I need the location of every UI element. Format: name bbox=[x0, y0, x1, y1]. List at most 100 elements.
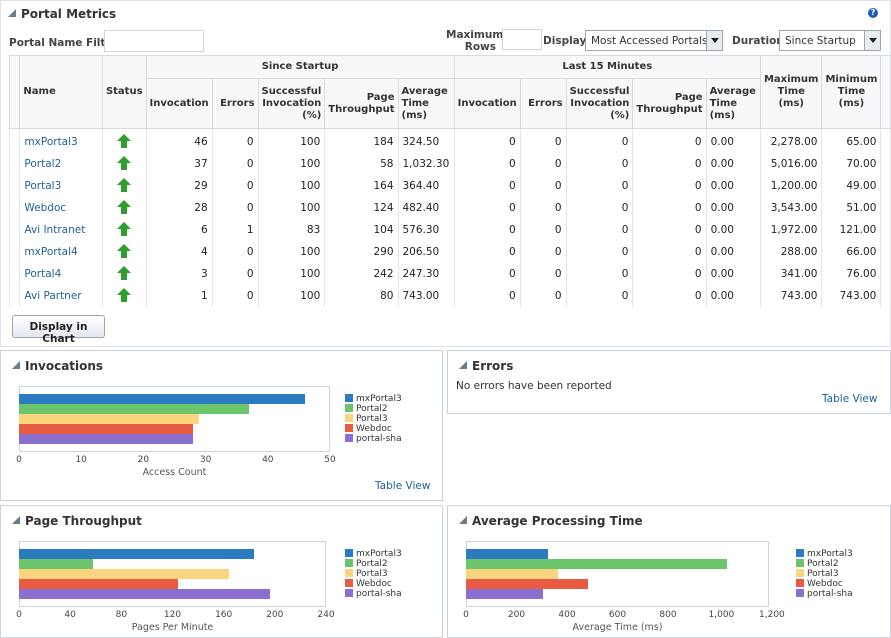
col-header-max-time[interactable]: Maximum Time (ms) bbox=[759, 55, 823, 129]
bar-Portal3[interactable] bbox=[466, 569, 558, 579]
portal-name-link[interactable]: Avi Partner bbox=[19, 285, 103, 307]
row-selector[interactable] bbox=[8, 263, 21, 285]
bar-mxPortal3[interactable] bbox=[19, 549, 254, 559]
bar-mxPortal3[interactable] bbox=[19, 394, 305, 404]
bar-mxPortal3[interactable] bbox=[466, 549, 548, 559]
col-header-page-throughput-15[interactable]: Page Throughput bbox=[632, 78, 707, 129]
portal-name-link[interactable]: Webdoc bbox=[19, 197, 103, 219]
table-row[interactable]: mxPortal4 4 0 100 290 206.50 0 0 0 0 0.00 288.00 66.… bbox=[8, 241, 891, 263]
bar-Portal3[interactable] bbox=[19, 414, 199, 424]
legend-item: portal-sha bbox=[345, 589, 402, 599]
collapse-icon[interactable] bbox=[459, 361, 467, 369]
legend-item: Webdoc bbox=[345, 579, 392, 589]
duration-label: Duration bbox=[732, 35, 784, 47]
table-row[interactable]: Portal3 29 0 100 164 364.40 0 0 0 0 0.00 1,200.00 49… bbox=[8, 175, 891, 197]
legend-item: Portal2 bbox=[345, 559, 388, 569]
portal-name-link[interactable]: mxPortal3 bbox=[19, 128, 103, 153]
chevron-down-icon[interactable] bbox=[864, 31, 880, 50]
col-header-invocation-15[interactable]: Invocation bbox=[453, 78, 521, 129]
bar-portal-sha[interactable] bbox=[19, 434, 193, 444]
display-select[interactable]: Most Accessed Portals bbox=[585, 30, 723, 51]
bar-Webdoc[interactable] bbox=[19, 424, 193, 434]
row-selector[interactable] bbox=[8, 197, 21, 219]
status-up-icon bbox=[117, 243, 132, 258]
cell-successful: 100 bbox=[257, 241, 326, 263]
scroll-gutter bbox=[880, 285, 891, 307]
legend-label: mxPortal3 bbox=[807, 549, 853, 559]
bar-Portal3[interactable] bbox=[19, 569, 229, 579]
row-selector[interactable] bbox=[8, 153, 21, 175]
legend-label: Portal3 bbox=[807, 569, 839, 579]
legend-item: mxPortal3 bbox=[345, 549, 402, 559]
col-header-invocation[interactable]: Invocation bbox=[145, 78, 213, 129]
col-header-min-time[interactable]: Minimum Time (ms) bbox=[821, 55, 882, 129]
invocations-table-view-link[interactable]: Table View bbox=[375, 480, 431, 492]
col-header-average-time-15[interactable]: Average Time (ms) bbox=[705, 78, 761, 129]
legend-swatch bbox=[345, 434, 353, 442]
collapse-icon[interactable] bbox=[12, 361, 20, 369]
row-selector[interactable] bbox=[8, 175, 21, 197]
table-row[interactable]: Avi Intranet 6 1 83 104 576.30 0 0 0 0 0.00 1,972.0… bbox=[8, 219, 891, 241]
col-header-errors-15[interactable]: Errors bbox=[519, 78, 567, 129]
bar-Webdoc[interactable] bbox=[19, 579, 178, 589]
x-tick-label: 40 bbox=[262, 455, 274, 465]
collapse-icon[interactable] bbox=[459, 516, 467, 524]
cell-errors-15: 0 bbox=[519, 128, 567, 153]
bar-Portal2[interactable] bbox=[19, 404, 249, 414]
row-selector[interactable] bbox=[8, 219, 21, 241]
x-tick-label: 1,200 bbox=[759, 610, 785, 620]
portal-name-link[interactable]: Portal3 bbox=[19, 175, 103, 197]
bar-portal-sha[interactable] bbox=[466, 589, 543, 599]
row-selector[interactable] bbox=[8, 241, 21, 263]
max-rows-input[interactable] bbox=[502, 29, 542, 50]
col-header-page-throughput[interactable]: Page Throughput bbox=[324, 78, 399, 129]
cell-max-time: 1,200.00 bbox=[759, 175, 823, 197]
col-header-successful[interactable]: Successful Invocation (%) bbox=[257, 78, 326, 129]
invocations-title[interactable]: Invocations bbox=[12, 359, 103, 373]
errors-title[interactable]: Errors bbox=[459, 359, 513, 373]
row-selector[interactable] bbox=[8, 285, 21, 307]
cell-page-throughput-15: 0 bbox=[632, 263, 707, 285]
avg-processing-time-title[interactable]: Average Processing Time bbox=[459, 514, 643, 528]
collapse-icon[interactable] bbox=[8, 9, 16, 17]
cell-average-time-15: 0.00 bbox=[705, 153, 761, 175]
col-header-average-time[interactable]: Average Time (ms) bbox=[397, 78, 455, 129]
table-row[interactable]: Avi Partner 1 0 100 80 743.00 0 0 0 0 0.00 743.00 74… bbox=[8, 285, 891, 307]
bar-Portal2[interactable] bbox=[19, 559, 93, 569]
page-throughput-title[interactable]: Page Throughput bbox=[12, 514, 142, 528]
col-header-status[interactable]: Status bbox=[101, 55, 147, 129]
portal-name-link[interactable]: Portal4 bbox=[19, 263, 103, 285]
row-selector[interactable] bbox=[8, 128, 21, 153]
portal-name-link[interactable]: Portal2 bbox=[19, 153, 103, 175]
table-row[interactable]: Webdoc 28 0 100 124 482.40 0 0 0 0 0.00 3,543.00 51.… bbox=[8, 197, 891, 219]
table-row[interactable]: Portal4 3 0 100 242 247.30 0 0 0 0 0.00 341.00 76.00 bbox=[8, 263, 891, 285]
legend-swatch bbox=[345, 424, 353, 432]
errors-table-view-link[interactable]: Table View bbox=[822, 393, 878, 405]
group-header-last-15: Last 15 Minutes bbox=[453, 55, 761, 79]
bar-Portal2[interactable] bbox=[466, 559, 727, 569]
bar-portal-sha[interactable] bbox=[19, 589, 270, 599]
bar-Webdoc[interactable] bbox=[466, 579, 588, 589]
duration-select[interactable]: Since Startup bbox=[779, 30, 881, 51]
status-up-icon bbox=[117, 287, 132, 302]
legend-swatch bbox=[796, 589, 804, 597]
help-icon[interactable]: ? bbox=[868, 8, 878, 18]
table-row[interactable]: mxPortal3 46 0 100 184 324.50 0 0 0 0 0.00 2,278.00… bbox=[8, 128, 891, 153]
portal-metrics-title[interactable]: Portal Metrics bbox=[8, 7, 116, 21]
legend-label: Portal2 bbox=[356, 559, 388, 569]
col-header-errors[interactable]: Errors bbox=[211, 78, 259, 129]
cell-page-throughput: 184 bbox=[324, 128, 399, 153]
table-row[interactable]: Portal2 37 0 100 58 1,032.30 0 0 0 0 0.00 5,016.00 7… bbox=[8, 153, 891, 175]
chevron-down-icon[interactable] bbox=[706, 31, 722, 50]
collapse-icon[interactable] bbox=[12, 516, 20, 524]
portal-name-link[interactable]: mxPortal4 bbox=[19, 241, 103, 263]
name-filter-input[interactable] bbox=[104, 30, 204, 52]
col-header-name[interactable]: Name bbox=[19, 55, 103, 129]
display-in-chart-button[interactable]: Display in Chart bbox=[12, 315, 105, 345]
x-tick-label: 120 bbox=[163, 610, 182, 620]
portal-name-link[interactable]: Avi Intranet bbox=[19, 219, 103, 241]
x-tick-label: 40 bbox=[64, 610, 76, 620]
legend-swatch bbox=[345, 579, 353, 587]
col-header-successful-15[interactable]: Successful Invocation (%) bbox=[565, 78, 634, 129]
legend-swatch bbox=[345, 404, 353, 412]
